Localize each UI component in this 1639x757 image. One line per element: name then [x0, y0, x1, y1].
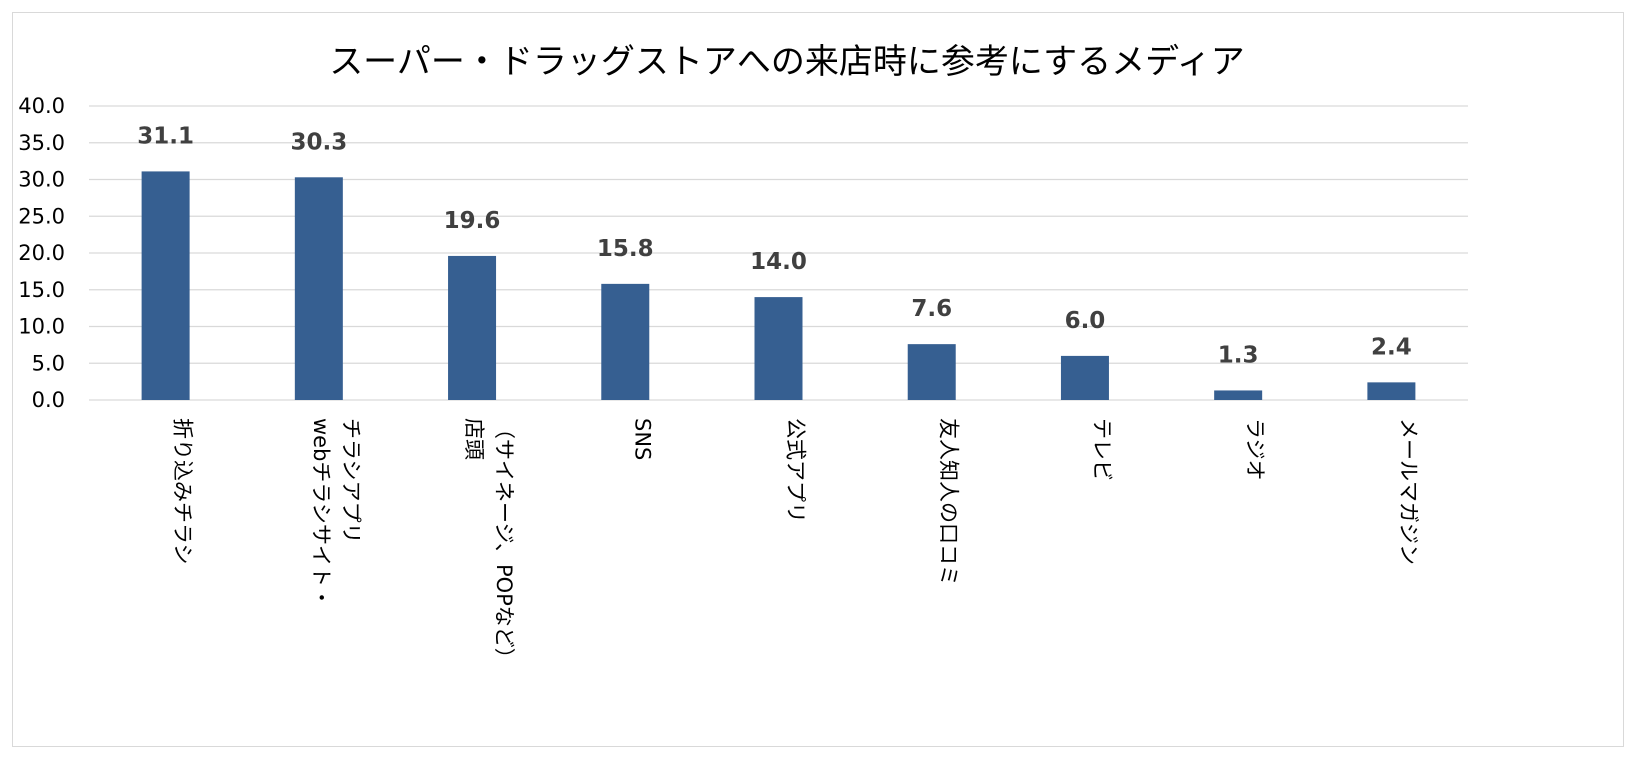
bar — [448, 255, 497, 400]
x-tick-label: 店頭 — [462, 418, 486, 460]
bar — [294, 177, 343, 400]
bar — [601, 283, 650, 400]
x-axis-labels: 折り込みチラシ webチラシサイト・ チラシアプリ 店頭 （サイネージ、POPなど） SN… — [171, 418, 1421, 669]
bar — [1367, 382, 1416, 400]
x-tick-label: webチラシサイト・ — [309, 418, 333, 608]
bar — [1060, 355, 1109, 400]
x-tick-label: ラジオ — [1243, 418, 1267, 481]
data-label: 1.3 — [1218, 342, 1259, 368]
y-tick-label: 0.0 — [32, 388, 65, 412]
data-label: 14.0 — [750, 249, 807, 275]
chart-frame: スーパー・ドラッグストアへの来店時に参考にするメディア 0.0 5.0 10.0 15… — [12, 12, 1624, 747]
x-tick-label: チラシアプリ — [339, 418, 363, 544]
data-labels: 31.1 30.3 19.6 15.8 14.0 7.6 6.0 1.3 2.4 — [137, 123, 1412, 368]
data-label: 31.1 — [137, 123, 194, 149]
y-tick-label: 35.0 — [18, 131, 65, 155]
y-tick-label: 15.0 — [18, 278, 65, 302]
data-label: 30.3 — [290, 129, 347, 155]
x-tick-label: SNS — [630, 418, 654, 460]
chart-title: スーパー・ドラッグストアへの来店時に参考にするメディア — [329, 42, 1245, 82]
x-tick-label: 友人知人の口コミ — [937, 418, 961, 586]
bar — [907, 344, 956, 400]
data-label: 7.6 — [911, 296, 952, 322]
y-tick-label: 40.0 — [18, 94, 65, 118]
x-tick-label: （サイネージ、POPなど） — [492, 418, 516, 669]
x-tick-label: 公式アプリ — [784, 418, 808, 523]
bar — [754, 297, 803, 400]
y-axis-ticks: 0.0 5.0 10.0 15.0 20.0 25.0 30.0 35.0 40.0 — [18, 94, 65, 412]
bar-chart: スーパー・ドラッグストアへの来店時に参考にするメディア 0.0 5.0 10.0 15… — [18, 42, 1468, 669]
x-tick-label: 折り込みチラシ — [171, 418, 195, 565]
x-tick-label: テレビ — [1090, 418, 1114, 481]
data-label: 19.6 — [444, 208, 501, 234]
y-tick-label: 25.0 — [18, 204, 65, 228]
bar — [141, 171, 190, 400]
data-label: 2.4 — [1371, 334, 1412, 360]
y-tick-label: 10.0 — [18, 315, 65, 339]
y-tick-label: 30.0 — [18, 168, 65, 192]
data-label: 6.0 — [1065, 308, 1106, 334]
y-tick-label: 5.0 — [32, 351, 65, 375]
data-label: 15.8 — [597, 236, 654, 262]
bar — [1214, 390, 1263, 400]
y-tick-label: 20.0 — [18, 241, 65, 265]
bars — [141, 171, 1416, 400]
x-tick-label: メールマガジン — [1396, 418, 1420, 565]
